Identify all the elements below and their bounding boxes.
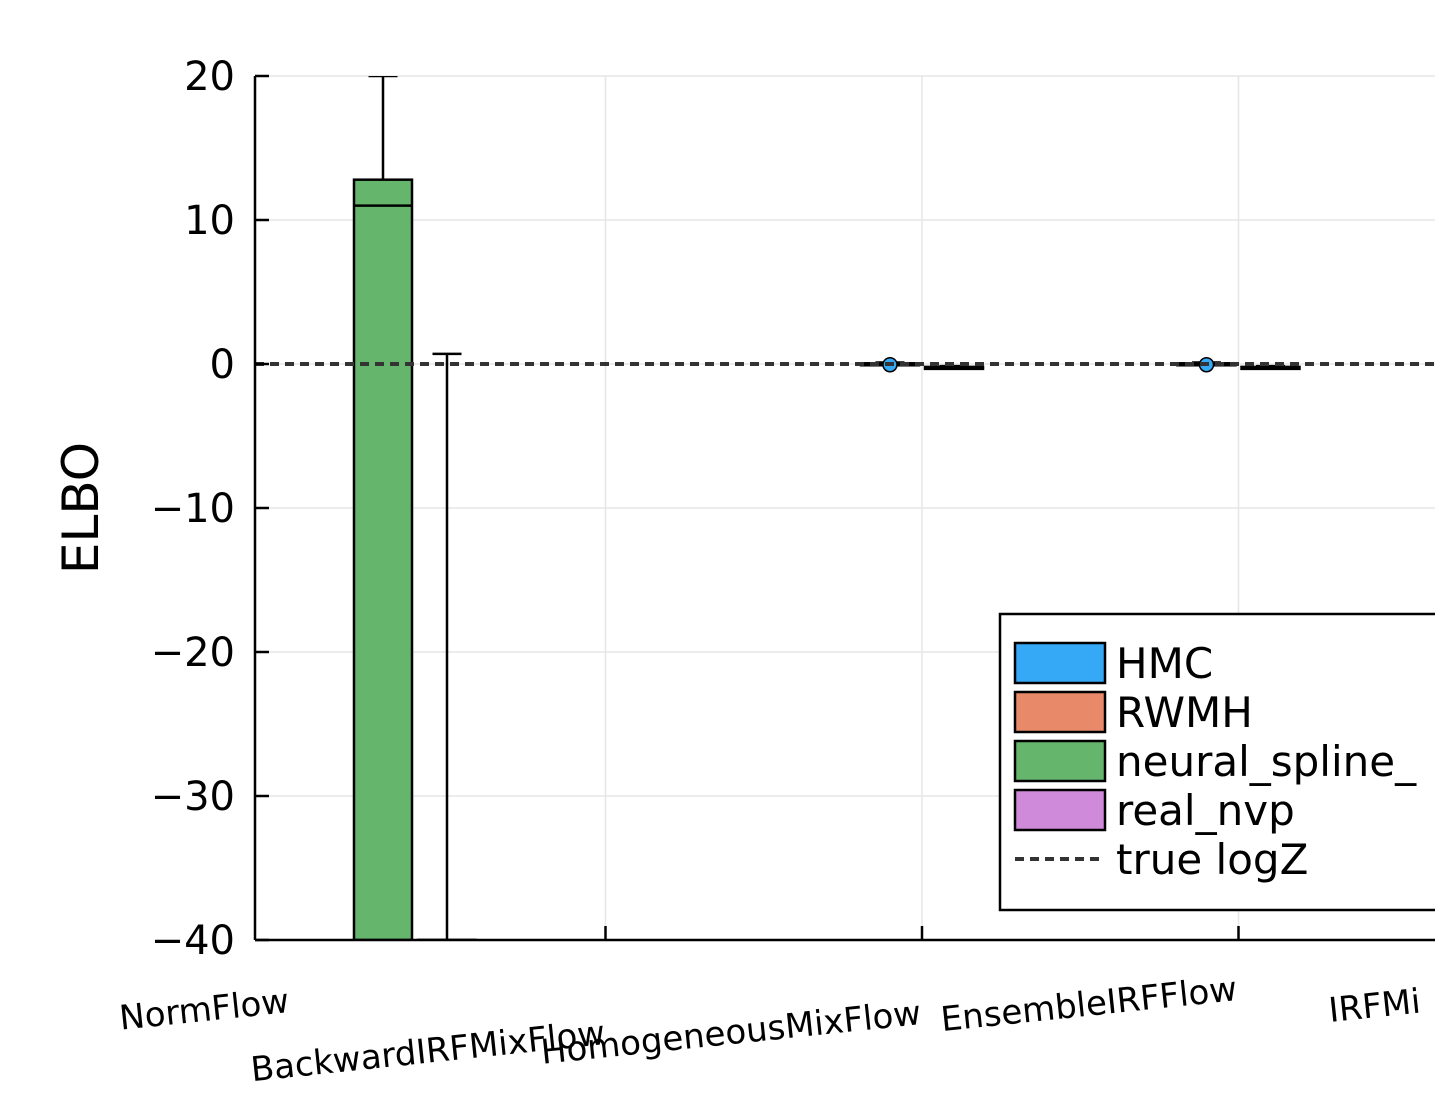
x-category-label: IRFMi: [1327, 982, 1423, 1031]
y-tick-label: 10: [184, 198, 235, 244]
legend-swatch-neural_spline_: [1013, 739, 1107, 783]
x-category-label: NormFlow: [117, 981, 291, 1039]
y-tick-label: 20: [184, 54, 235, 100]
legend-label: HMC: [1116, 639, 1213, 688]
y-tick-label: 0: [210, 342, 235, 388]
legend-swatch-RWMH: [1013, 690, 1107, 734]
box-neural_spline_: [352, 178, 414, 940]
legend-label: real_nvp: [1116, 786, 1295, 835]
legend-swatch-HMC: [1013, 641, 1107, 685]
y-tick-label: −20: [151, 630, 235, 676]
x-category-label: EnsembleIRFFlow: [939, 969, 1239, 1040]
legend-label: true logZ: [1116, 835, 1308, 884]
axes: [253, 74, 1435, 942]
legend-swatch-real_nvp: [1013, 788, 1107, 832]
legend-label: RWMH: [1116, 688, 1253, 737]
plot-area: [255, 76, 1435, 940]
y-tick-label: −40: [151, 918, 235, 964]
axis-labels: 20100−10−20−30−40NormFlowBackwardIRFMixF…: [52, 54, 1422, 1090]
y-axis-title: ELBO: [52, 442, 110, 574]
legend-label: neural_spline_: [1116, 737, 1417, 786]
x-category-label: HomogeneousMixFlow: [539, 993, 923, 1073]
y-tick-label: −10: [151, 486, 235, 532]
y-tick-label: −30: [151, 774, 235, 820]
